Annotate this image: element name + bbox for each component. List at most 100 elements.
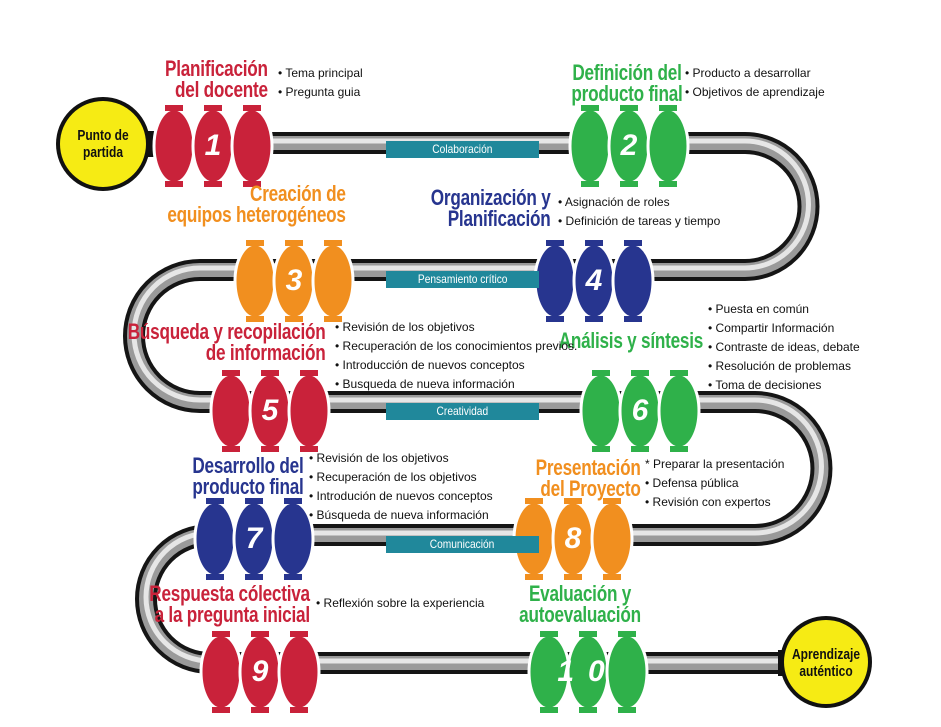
capsule-cap	[564, 574, 582, 580]
capsule-cap	[290, 707, 308, 713]
capsule-cap	[285, 316, 303, 322]
capsule-segment	[233, 242, 277, 320]
step-number-7: 7	[245, 522, 263, 555]
capsule-segment	[287, 372, 331, 450]
list-item: • Definición de tareas y tiempo	[558, 214, 721, 228]
capsule-cap	[204, 105, 222, 111]
list-item: • Puesta en común	[708, 302, 809, 316]
capsule-cap	[624, 240, 642, 246]
step-title-1: Planificación del docente	[165, 56, 268, 102]
capsule-cap	[243, 181, 261, 187]
step-number-5: 5	[261, 394, 279, 427]
step-title-8: Presentación del Proyecto	[536, 455, 641, 501]
list-item: • Recuperación de los objetivos	[309, 470, 477, 484]
step-6-bullets: • Puesta en común • Compartir Informació…	[708, 300, 860, 395]
step-title-7: Desarrollo del producto final	[192, 453, 304, 499]
capsule-segment	[579, 372, 623, 450]
capsule-cap	[206, 498, 224, 504]
capsule-cap	[204, 181, 222, 187]
competency-bar-pensamiento-critico: Pensamiento crítico	[386, 271, 539, 288]
list-item: • Toma de decisiones	[708, 378, 822, 392]
capsule-segment	[230, 107, 274, 185]
end-circle	[778, 616, 872, 708]
step-capsule-10	[527, 631, 649, 713]
capsule-cap	[212, 631, 230, 637]
capsule-cap	[546, 240, 564, 246]
capsule-cap	[620, 105, 638, 111]
capsule-cap	[670, 370, 688, 376]
capsule-cap	[246, 316, 264, 322]
step-1-bullets: • Tema principal • Pregunta guia	[278, 64, 363, 102]
capsule-cap	[300, 370, 318, 376]
step-number-1: 1	[204, 129, 222, 162]
capsule-segment	[277, 633, 321, 711]
step-number-6: 6	[631, 394, 649, 427]
capsule-segment	[209, 372, 253, 450]
list-item: • Defensa pública	[645, 476, 739, 490]
step-capsule-5	[209, 370, 331, 452]
capsule-cap	[592, 446, 610, 452]
step-number-2: 2	[620, 129, 638, 162]
capsule-cap	[659, 181, 677, 187]
capsule-cap	[603, 574, 621, 580]
step-title-6: Análisis y síntesis	[558, 328, 704, 353]
capsule-cap	[581, 181, 599, 187]
step-number-10: 10	[557, 655, 619, 688]
capsule-cap	[206, 574, 224, 580]
capsule-cap	[620, 181, 638, 187]
step-9-bullets: • Reflexión sobre la experiencia	[316, 594, 484, 613]
list-item: • Compartir Información	[708, 321, 835, 335]
capsule-segment	[311, 242, 355, 320]
step-5-bullets: • Revisión de los objetivos • Recuperaci…	[335, 318, 577, 394]
list-item: • Resolución de problemas	[708, 359, 851, 373]
capsule-cap	[222, 370, 240, 376]
list-item: • Revisión de los objetivos	[335, 320, 475, 334]
capsule-cap	[592, 370, 610, 376]
capsule-cap	[222, 446, 240, 452]
list-item: • Búsqueda de nueva información	[309, 508, 489, 522]
capsule-segment	[271, 500, 315, 578]
capsule-cap	[245, 574, 263, 580]
step-title-9: Respuesta cólectiva a la pregunta inicial	[149, 581, 310, 627]
capsule-cap	[261, 446, 279, 452]
capsule-cap	[540, 631, 558, 637]
capsule-cap	[243, 105, 261, 111]
list-item: • Producto a desarrollar	[685, 66, 811, 80]
capsule-cap	[670, 446, 688, 452]
capsule-segment	[193, 500, 237, 578]
capsule-segment	[657, 372, 701, 450]
capsule-cap	[284, 498, 302, 504]
step-capsule-2	[568, 105, 690, 187]
capsule-cap	[546, 316, 564, 322]
capsule-cap	[579, 707, 597, 713]
capsule-cap	[579, 631, 597, 637]
step-title-4: Organización y Planificación	[431, 185, 551, 231]
capsule-segment	[533, 242, 577, 320]
step-8-bullets: * Preparar la presentación • Defensa púb…	[645, 455, 784, 512]
step-title-10: Evaluación y autoevaluación	[519, 581, 641, 627]
step-capsule-7	[193, 498, 315, 580]
capsule-cap	[631, 370, 649, 376]
list-item: • Introdución de nuevos conceptos	[309, 489, 493, 503]
list-item: • Reflexión sobre la experiencia	[316, 596, 485, 610]
competency-bar-colaboracion: Colaboración	[386, 141, 539, 158]
list-item: • Pregunta guia	[278, 85, 361, 99]
list-item: • Contraste de ideas, debate	[708, 340, 860, 354]
step-number-9: 9	[251, 655, 269, 688]
list-item: • Asignación de roles	[558, 195, 670, 209]
capsule-cap	[212, 707, 230, 713]
capsule-segment	[199, 633, 243, 711]
step-title-3: Creación de equipos heterogéneos	[167, 181, 347, 227]
step-title-2: Definición del producto final	[571, 60, 683, 106]
capsule-cap	[261, 370, 279, 376]
capsule-cap	[165, 181, 183, 187]
list-item: • Revisión con expertos	[645, 495, 771, 509]
step-capsule-3	[233, 240, 355, 322]
capsule-cap	[564, 498, 582, 504]
step-capsule-6	[579, 370, 701, 452]
list-item: • Introducción de nuevos conceptos	[335, 358, 525, 372]
step-number-3: 3	[285, 264, 303, 297]
capsule-cap	[618, 707, 636, 713]
capsule-segment	[152, 107, 196, 185]
